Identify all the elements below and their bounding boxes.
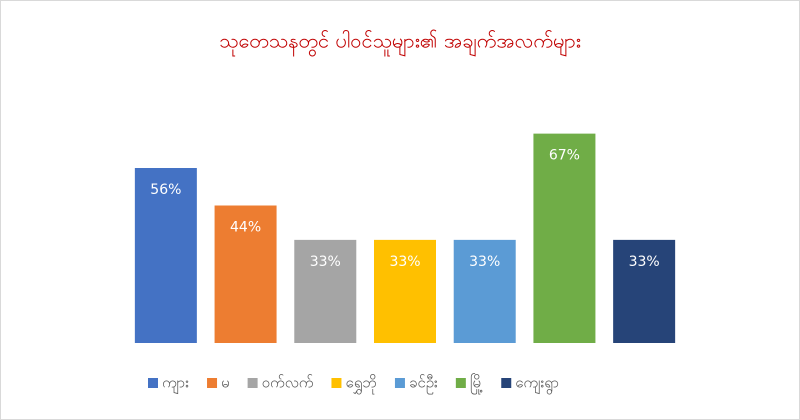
legend-swatch (247, 378, 258, 388)
legend-swatch (394, 378, 405, 388)
bar (533, 133, 596, 343)
legend-label: ရွှေဘို (345, 374, 377, 395)
legend-swatch (207, 378, 218, 388)
data-label: 67% (549, 148, 580, 164)
data-label: 33% (469, 254, 500, 270)
bar (294, 239, 357, 343)
data-label: 33% (310, 254, 341, 270)
chart-title: သုတေသနတွင် ပါဝင်သူများ၏ အချက်အလက်များ (219, 29, 581, 57)
legend-swatch (455, 378, 466, 388)
data-label: 33% (389, 254, 420, 270)
legend-label: မ (221, 374, 230, 392)
legend-label: ကျေးရွာ (515, 374, 559, 395)
legend-label: ဝက်လက် (262, 374, 314, 392)
legend-label: ကျား (162, 374, 189, 395)
data-label: 44% (230, 220, 261, 236)
bar (613, 239, 676, 343)
legend-swatch (331, 378, 342, 388)
bar (453, 239, 516, 343)
legend-label: ခင်ဦး (409, 374, 438, 395)
bar (374, 239, 436, 343)
bar (134, 168, 197, 343)
bar (214, 205, 277, 343)
data-label: 33% (629, 254, 660, 270)
legend-swatch (501, 378, 512, 388)
legend-swatch (148, 378, 158, 388)
data-label: 56% (150, 182, 181, 198)
legend-label: မြို့ (470, 373, 484, 395)
